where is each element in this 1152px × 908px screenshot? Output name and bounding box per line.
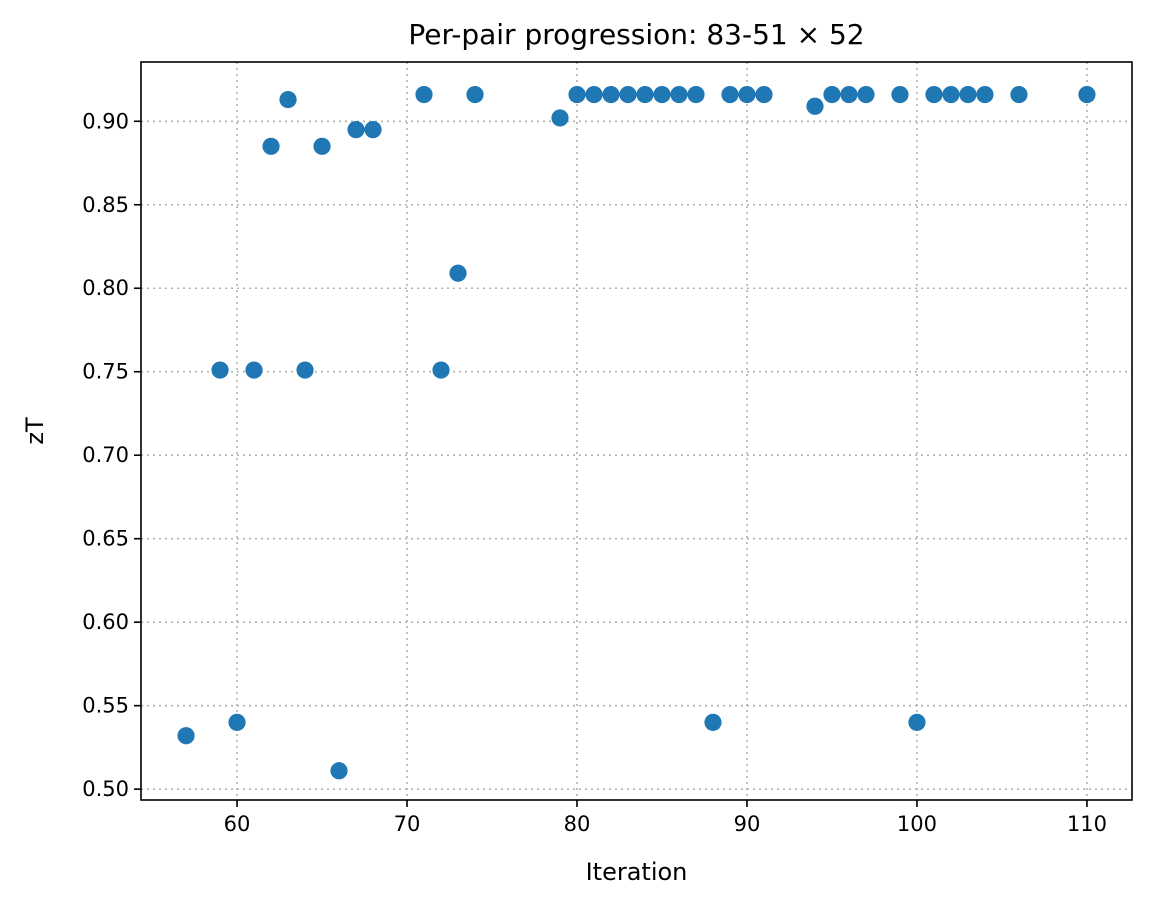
data-point	[330, 762, 348, 780]
x-tick-label: 90	[734, 812, 761, 836]
y-tick-label: 0.50	[82, 777, 129, 801]
plot-frame	[140, 61, 1133, 801]
data-point	[279, 90, 297, 109]
data-point	[296, 361, 314, 379]
data-point	[619, 85, 637, 104]
data-point	[466, 85, 484, 104]
data-point	[262, 137, 280, 155]
data-point	[942, 85, 960, 104]
data-point	[245, 361, 263, 379]
data-point	[1078, 85, 1096, 104]
data-point	[840, 85, 858, 104]
data-point	[925, 85, 943, 104]
chart-title: Per-pair progression: 83-51 × 52	[408, 18, 864, 51]
data-point	[177, 727, 195, 745]
x-tick-label: 70	[394, 812, 421, 836]
data-point	[432, 361, 450, 379]
data-point	[211, 361, 229, 379]
data-point	[721, 85, 739, 104]
x-tick-label: 80	[564, 812, 591, 836]
y-tick-label: 0.75	[82, 360, 129, 384]
data-point	[823, 85, 841, 104]
grid	[141, 62, 1132, 800]
y-axis-label: zT	[21, 417, 49, 445]
data-point	[551, 109, 569, 127]
data-point	[670, 85, 688, 104]
data-point	[364, 121, 382, 139]
data-point	[976, 85, 994, 104]
data-point	[704, 713, 722, 731]
data-point	[228, 713, 246, 731]
data-point	[1010, 85, 1028, 104]
data-point	[806, 97, 824, 115]
y-tick-label: 0.65	[82, 527, 129, 551]
data-point	[891, 85, 909, 104]
data-point	[959, 85, 977, 104]
x-tick-label: 110	[1067, 812, 1107, 836]
x-tick-label: 100	[897, 812, 937, 836]
axis-ticks: 60 70 80 90 100 110 0.50 0.55 0.60 0.65 0.70 0.75 0.…	[82, 109, 1107, 836]
data-point	[585, 85, 603, 104]
data-points	[177, 85, 1096, 780]
x-tick-label: 60	[224, 812, 251, 836]
y-tick-label: 0.85	[82, 193, 129, 217]
data-point	[347, 121, 365, 139]
data-point	[313, 137, 331, 155]
data-point	[755, 85, 773, 104]
data-point	[415, 85, 433, 104]
data-point	[449, 264, 467, 282]
y-tick-label: 0.90	[82, 109, 129, 133]
data-point	[602, 85, 620, 104]
x-axis-label: Iteration	[586, 858, 688, 886]
y-tick-label: 0.60	[82, 610, 129, 634]
data-point	[908, 713, 926, 731]
data-point	[636, 85, 654, 104]
y-tick-label: 0.80	[82, 276, 129, 300]
data-point	[857, 85, 875, 104]
y-tick-label: 0.70	[82, 443, 129, 467]
data-point	[653, 85, 671, 104]
data-point	[568, 85, 586, 104]
data-point	[738, 85, 756, 104]
y-tick-label: 0.55	[82, 694, 129, 718]
data-point	[687, 85, 705, 104]
